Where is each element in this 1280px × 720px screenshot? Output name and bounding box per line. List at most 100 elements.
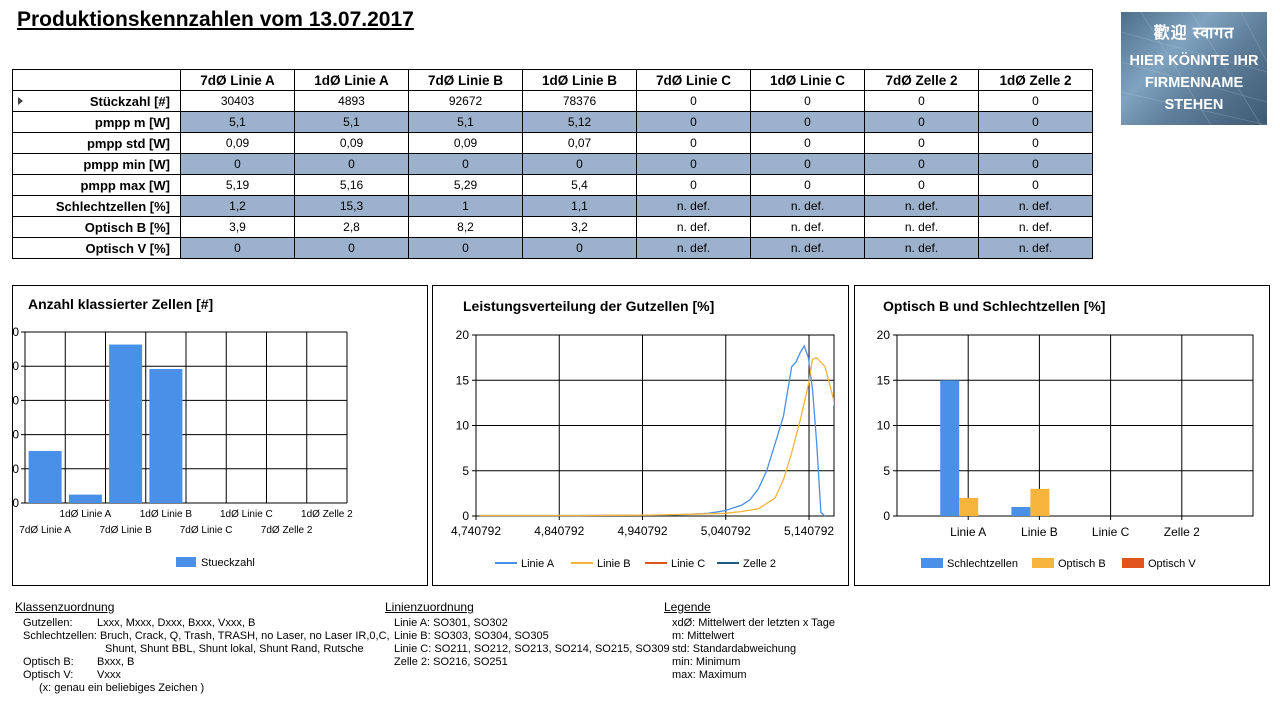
y-tick-label: 15 (877, 373, 891, 387)
column-header[interactable]: 7dØ Zelle 2 (864, 69, 979, 91)
table-cell: 30403 (180, 90, 295, 112)
legend-label: Zelle 2 (743, 558, 776, 570)
x-tick-label: 4,740792 (451, 524, 501, 538)
table-row[interactable]: Stückzahl [#] 30403 4893 92672 78376 0 0 0 0 (12, 90, 1093, 112)
kpi-table: 7dØ Linie A 1dØ Linie A 7dØ Linie B 1dØ … (12, 69, 1093, 259)
y-tick-label: 20 (877, 328, 891, 342)
table-row[interactable]: Schlechtzellen [%] 1,2 15,3 1 1,1 n. def. n. d… (12, 195, 1093, 217)
page-title: Produktionskennzahlen vom 13.07.2017 (17, 8, 414, 31)
table-cell: 3,9 (180, 216, 295, 238)
table-row[interactable]: Optisch B [%] 3,9 2,8 8,2 3,2 n. def. n. def. n… (12, 216, 1093, 238)
bar[interactable] (1030, 488, 1050, 516)
table-cell: 5,29 (408, 174, 523, 196)
table-cell: 0 (636, 111, 751, 133)
table-cell: 0 (294, 153, 409, 175)
table-cell: 5,1 (408, 111, 523, 133)
row-label: Optisch B [%] (84, 219, 170, 235)
table-cell: 0 (750, 90, 865, 112)
table-row[interactable]: pmpp std [W] 0,09 0,09 0,09 0,07 0 0 0 0 (12, 132, 1093, 154)
table-cell: 0 (408, 237, 523, 259)
table-cell: n. def. (636, 216, 751, 238)
table-cell: 0,07 (522, 132, 637, 154)
bar[interactable] (68, 494, 102, 503)
table-row[interactable]: pmpp min [W] 0 0 0 0 0 0 0 0 (12, 153, 1093, 175)
class-assignment-notes: Klassenzuordnung Gutzellen: Lxxx, Mxxx, D… (15, 601, 390, 695)
column-header[interactable]: 7dØ Linie C (636, 69, 751, 91)
y-tick-label: 0 (13, 496, 19, 510)
legend-swatch (1122, 558, 1144, 568)
table-cell: n. def. (978, 195, 1093, 217)
bar[interactable] (940, 380, 960, 516)
column-header[interactable]: 7dØ Linie A (180, 69, 295, 91)
x-tick-label: 5,140792 (784, 524, 834, 538)
bar[interactable] (959, 497, 979, 516)
table-cell: n. def. (636, 237, 751, 259)
table-cell: 1,1 (522, 195, 637, 217)
table-row[interactable]: pmpp m [W] 5,1 5,1 5,1 5,12 0 0 0 0 (12, 111, 1093, 133)
x-tick-label: 1dØ Linie B (140, 509, 193, 520)
y-tick-label: 20 (456, 328, 470, 342)
series-line[interactable] (479, 344, 826, 517)
table-cell: 0,09 (180, 132, 295, 154)
chart-panel-optical-defects: Optisch B und Schlechtzellen [%] 0 5 10 15 2… (854, 285, 1270, 586)
bar[interactable] (1011, 506, 1031, 516)
row-label: Stückzahl [#] (89, 93, 170, 109)
column-header[interactable]: 7dØ Linie B (408, 69, 523, 91)
bar[interactable] (109, 344, 143, 503)
row-selector-arrow-icon (18, 97, 23, 105)
y-tick-label: 0 (462, 509, 469, 523)
note-value: Lxxx, Mxxx, Dxxx, Bxxx, Vxxx, B (97, 617, 256, 629)
table-cell: 0 (180, 237, 295, 259)
note-key: Gutzellen: (23, 617, 73, 629)
x-tick-label: 7dØ Zelle 2 (261, 525, 313, 536)
bar-chart-optical-defects: 0 5 10 15 20 Linie A Linie B Linie C Zelle 2 Schl… (877, 328, 1254, 570)
column-header[interactable]: 1dØ Zelle 2 (978, 69, 1093, 91)
table-cell: n. def. (750, 195, 865, 217)
y-tick-label: 5 (883, 464, 890, 478)
column-header[interactable]: 1dØ Linie B (522, 69, 637, 91)
table-cell: 0,09 (408, 132, 523, 154)
plot-area: 0 5 10 15 20 Linie A Linie B Linie C Zelle 2 (877, 328, 1254, 539)
table-cell: 0 (978, 132, 1093, 154)
table-row[interactable]: pmpp max [W] 5,19 5,16 5,29 5,4 0 0 0 0 (12, 174, 1093, 196)
x-tick-label: 5,040792 (701, 524, 751, 538)
legend-label: Linie B (597, 558, 631, 570)
note-row: Linie C: SO211, SO212, SO213, SO214, SO2… (394, 643, 670, 655)
column-header[interactable]: 1dØ Linie C (750, 69, 865, 91)
bar[interactable] (28, 451, 62, 503)
x-tick-label: 7dØ Linie A (19, 525, 71, 536)
column-header[interactable]: 1dØ Linie A (294, 69, 409, 91)
series-line[interactable] (479, 356, 849, 517)
table-cell: 5,12 (522, 111, 637, 133)
note-row: std: Standardabweichung (672, 643, 797, 655)
y-tick-label: 0 (883, 509, 890, 523)
table-row[interactable]: Optisch V [%] 0 0 0 0 n. def. n. def. n. def. n.… (12, 237, 1093, 259)
logo-text: HIER KÖNNTE IHR FIRMENNAME STEHEN (1121, 50, 1267, 116)
row-header: Schlechtzellen [%] (12, 195, 181, 217)
table-cell: 0 (978, 153, 1093, 175)
note-row: Zelle 2: SO216, SO251 (394, 656, 508, 668)
row-header: Stückzahl [#] (12, 90, 181, 112)
table-cell: 0 (522, 237, 637, 259)
logo-line: HIER KÖNNTE IHR (1129, 53, 1259, 69)
note-row: Shunt, Shunt BBL, Shunt lokal, Shunt Ran… (23, 643, 390, 656)
note-key: Schlechtzellen: (23, 630, 97, 642)
table-cell: 2,8 (294, 216, 409, 238)
note-key: Optisch B: (23, 656, 74, 668)
table-cell: n. def. (864, 237, 979, 259)
row-header: pmpp max [W] (12, 174, 181, 196)
y-tick-label: 5 (462, 464, 469, 478)
table-cell: 0 (978, 111, 1093, 133)
note-row: Schlechtzellen: Bruch, Crack, Q, Trash, T… (23, 630, 390, 643)
bar[interactable] (149, 368, 183, 503)
table-cell: 3,2 (522, 216, 637, 238)
note-row: max: Maximum (672, 669, 747, 681)
note-value: Shunt, Shunt BBL, Shunt lokal, Shunt Ran… (105, 643, 364, 655)
table-cell: n. def. (864, 195, 979, 217)
y-tick-label: 100000 (13, 325, 19, 339)
table-cell: 0 (978, 90, 1093, 112)
table-cell: 15,3 (294, 195, 409, 217)
table-cell: n. def. (750, 216, 865, 238)
table-cell: 5,1 (180, 111, 295, 133)
